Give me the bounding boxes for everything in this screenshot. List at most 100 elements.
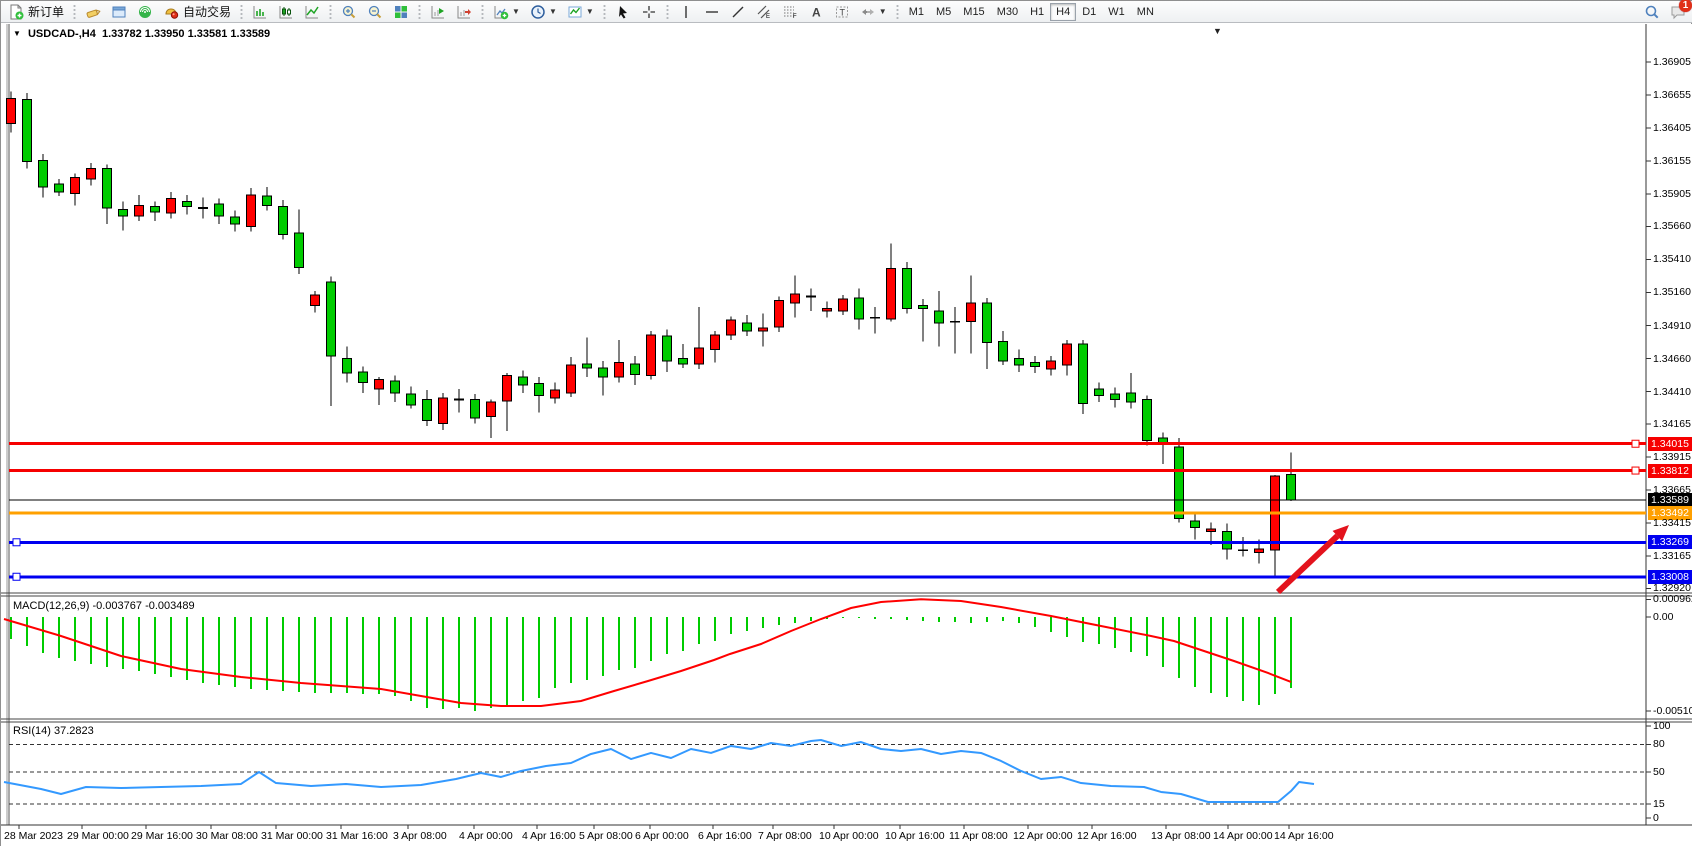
price-axis-label: 1.35660 [1653,220,1691,233]
time-axis-label: 10 Apr 16:00 [885,830,945,842]
rsi-axis-label: 0 [1653,812,1659,824]
candle [422,390,432,426]
channel-button[interactable]: E [752,2,776,22]
timeframe-button-w1[interactable]: W1 [1108,5,1125,18]
dropdown-caret-icon[interactable]: ▼ [878,7,887,16]
candlestick-chart-button[interactable] [274,2,298,22]
chart-shift-button[interactable] [452,2,476,22]
community-button[interactable] [133,2,157,22]
trend-arrow-annotation[interactable] [1275,525,1349,595]
candle [198,197,208,219]
resistance-line-1[interactable] [9,439,1646,448]
text-t-icon: T [835,6,848,17]
time-axis-label: 3 Apr 08:00 [393,830,447,842]
support-line-2[interactable] [9,572,1646,581]
candle [486,399,496,438]
shapes-button[interactable]: ▼ [856,2,891,22]
macd-axis-label: 0.000962 [1653,593,1692,606]
main-toolbar: 新订单 自动交易 ▼ ▼ ▼ E F A T ▼ M1 M5 M15 M30 H1 H4 D1 W1 MN 1 [1,0,1692,23]
line-chart-button[interactable] [300,2,324,22]
timeframe-button-m30[interactable]: M30 [996,5,1019,18]
vline-icon [685,5,687,18]
vertical-line-button[interactable] [674,2,698,22]
new-order-button-label: 新订单 [28,5,65,19]
candle [662,329,672,372]
price-axis-label: 1.33665 [1653,483,1691,496]
timeframe-button-h1[interactable]: H1 [1030,5,1045,18]
styles-button[interactable] [81,2,105,22]
price-axis-label: 1.36155 [1653,155,1691,168]
autotrading-button[interactable]: 自动交易 [159,2,235,22]
text-label-button[interactable]: T [830,2,854,22]
candle [998,330,1008,366]
price-chart-canvas[interactable] [1,24,1692,847]
price-axis-label: 1.33915 [1653,450,1691,463]
candle [518,370,528,393]
candle [1158,432,1168,465]
timeframe-button-h4[interactable]: H4 [1050,2,1077,21]
macd-indicator-label: MACD(12,26,9) -0.003767 -0.003489 [13,600,195,612]
candle [390,375,400,403]
cursor-button[interactable] [611,2,635,22]
timeframe-button-m5[interactable]: M5 [936,5,952,18]
profiles-button[interactable]: ▼ [526,2,561,22]
chat-button[interactable]: 1 [1666,0,1692,22]
tile-windows-button[interactable] [389,2,413,22]
new-chart-button[interactable]: ▼ [489,2,524,22]
search-button[interactable] [1640,2,1664,22]
candle [934,291,944,347]
notification-badge[interactable]: 1 [1679,0,1692,12]
candle [1094,382,1104,403]
support-line-1[interactable] [9,538,1646,547]
candle [902,262,912,314]
candle [150,201,160,222]
zoom-out-icon [368,5,382,18]
trendline-icon [732,6,744,17]
collapse-triangle-icon[interactable]: ▼ [13,29,21,38]
auto-scroll-button[interactable] [426,2,450,22]
rsi-axis-label: 50 [1653,766,1665,778]
candle [822,301,832,318]
market-watch-button[interactable] [107,2,131,22]
rsi-axis-label: 100 [1653,720,1671,732]
candle [102,164,112,224]
chart-window[interactable]: ▼ USDCAD-,H4 1.33782 1.33950 1.33581 1.3… [1,24,1692,847]
trendline-button[interactable] [726,2,750,22]
fibonacci-icon: F [783,6,797,20]
timeframe-button-d1[interactable]: D1 [1082,5,1097,18]
candle [22,93,32,169]
bar-chart-button[interactable] [248,2,272,22]
timeframe-button-m15[interactable]: M15 [963,5,985,18]
candle [38,153,48,198]
candle [438,392,448,430]
zoom-out-button[interactable] [363,2,387,22]
candle [918,299,928,342]
dropdown-caret-icon[interactable]: ▼ [585,7,594,16]
new-chart-icon [494,5,509,19]
chart-shift-marker-icon[interactable]: ▼ [1213,26,1222,36]
candle [230,210,240,232]
horizontal-line-button[interactable] [700,2,724,22]
timeframe-button-mn[interactable]: MN [1136,5,1154,18]
resistance-line-2[interactable] [9,466,1646,475]
candle [1270,474,1280,577]
crosshair-button[interactable] [637,2,661,22]
timeframe-button-m1[interactable]: M1 [908,5,924,18]
time-axis-label: 6 Apr 16:00 [698,830,752,842]
radar-icon [139,5,152,18]
crosshair-icon [642,5,655,18]
indicators-button[interactable]: ▼ [563,2,598,22]
dropdown-caret-icon[interactable]: ▼ [512,7,520,16]
new-order-button[interactable]: 新订单 [4,2,68,22]
fibonacci-button[interactable]: F [778,2,802,22]
time-axis-label: 11 Apr 08:00 [949,830,1008,842]
zoom-in-button[interactable] [337,2,361,22]
text-button[interactable]: A [804,2,828,22]
price-axis-label: 1.33165 [1653,550,1691,563]
tiles-icon [395,5,408,18]
time-axis-label: 31 Mar 00:00 [261,830,323,842]
dropdown-caret-icon[interactable]: ▼ [548,7,557,16]
svg-text:E: E [766,14,770,20]
price-axis-label: 1.36405 [1653,122,1691,135]
candle [310,291,320,313]
